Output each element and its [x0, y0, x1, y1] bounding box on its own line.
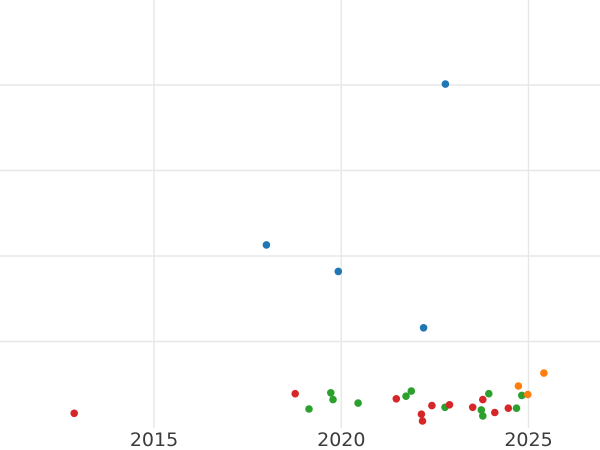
data-point-green: [407, 387, 416, 395]
data-point-green: [402, 392, 410, 401]
data-point-blue: [262, 241, 271, 249]
data-point-red: [468, 403, 477, 412]
data-point-orange: [524, 390, 532, 399]
data-point-green: [512, 404, 521, 413]
data-point-orange: [514, 382, 523, 390]
data-point-red: [479, 395, 487, 404]
x-tick-label: 2025: [504, 429, 552, 450]
data-point-green: [329, 395, 337, 404]
data-point-red: [417, 410, 426, 419]
data-point-green: [485, 389, 493, 398]
x-tick-label: 2015: [130, 429, 178, 450]
data-point-red: [445, 401, 454, 409]
data-point-green: [305, 405, 313, 413]
data-point-red: [291, 389, 300, 398]
data-point-green: [479, 412, 487, 420]
data-point-orange: [540, 369, 548, 377]
data-point-blue: [419, 324, 428, 332]
x-axis-tick-labels: 2015 2020 2025: [130, 429, 553, 450]
data-point-blue: [441, 80, 450, 88]
data-point-red: [504, 404, 513, 413]
gridlines: [0, 0, 600, 428]
data-point-green: [518, 391, 526, 400]
data-point-blue: [334, 267, 343, 276]
data-point-red: [428, 401, 436, 410]
data-point-green: [327, 389, 335, 397]
data-point-green: [354, 399, 362, 407]
data-point-red: [418, 417, 427, 425]
x-tick-label: 2020: [317, 429, 365, 450]
data-point-red: [392, 395, 401, 403]
data-point-green: [477, 406, 486, 414]
data-point-red: [491, 408, 499, 417]
data-point-red: [70, 409, 78, 418]
data-points: [70, 80, 548, 425]
